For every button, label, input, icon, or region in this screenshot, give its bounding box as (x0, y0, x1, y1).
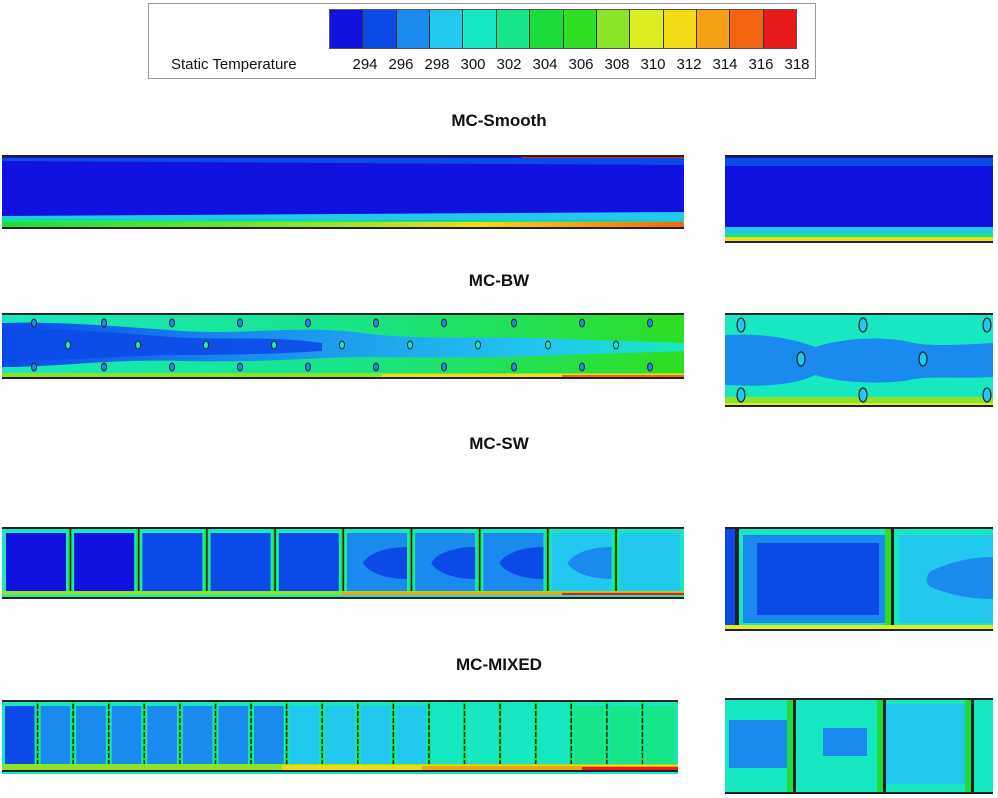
legend-swatch (696, 10, 731, 48)
contour-mc-sw-zoom (725, 527, 993, 631)
case-title-mc-sw: MC-SW (469, 434, 529, 453)
case-title-mc-smooth: MC-Smooth (451, 111, 547, 130)
legend-tick: 306 (568, 56, 594, 73)
legend-swatch (596, 10, 631, 48)
legend-swatch (763, 10, 797, 48)
legend-tick: 308 (604, 56, 630, 73)
contour-mc-bw-zoom (725, 313, 993, 407)
legend-swatch (463, 10, 497, 48)
legend-swatch (730, 10, 764, 48)
legend-swatch (363, 10, 397, 48)
contour-mc-smooth-zoom (725, 155, 993, 243)
legend-tick: 318 (784, 56, 810, 73)
legend-tick: 316 (748, 56, 774, 73)
legend-tick: 314 (712, 56, 738, 73)
legend-tick: 294 (352, 56, 378, 73)
legend-tick: 300 (460, 56, 486, 73)
legend-ticks: 294 296 298 300 302 304 306 308 310 312 … (329, 56, 809, 76)
temperature-legend: Static Temperature 294 296 298 300 302 3… (148, 3, 816, 79)
contour-mc-mixed-zoom (725, 698, 993, 794)
contour-mc-mixed-full (2, 700, 678, 774)
legend-tick: 302 (496, 56, 522, 73)
legend-swatch (430, 10, 464, 48)
legend-swatch (330, 10, 364, 48)
contour-mc-sw-full (2, 527, 684, 599)
legend-swatch (396, 10, 431, 48)
legend-tick: 298 (424, 56, 450, 73)
case-title-mc-mixed: MC-MIXED (456, 655, 542, 674)
legend-tick: 310 (640, 56, 666, 73)
legend-swatch (630, 10, 664, 48)
legend-tick: 304 (532, 56, 558, 73)
legend-swatch (663, 10, 697, 48)
contour-mc-smooth-full (2, 155, 684, 229)
legend-tick: 312 (676, 56, 702, 73)
contour-mc-bw-full (2, 313, 684, 379)
legend-tick: 296 (388, 56, 414, 73)
legend-swatch (530, 10, 564, 48)
legend-swatch (563, 10, 597, 48)
legend-title: Static Temperature (171, 56, 297, 73)
legend-swatch (496, 10, 531, 48)
legend-color-bar (329, 9, 797, 49)
case-title-mc-bw: MC-BW (468, 271, 530, 290)
